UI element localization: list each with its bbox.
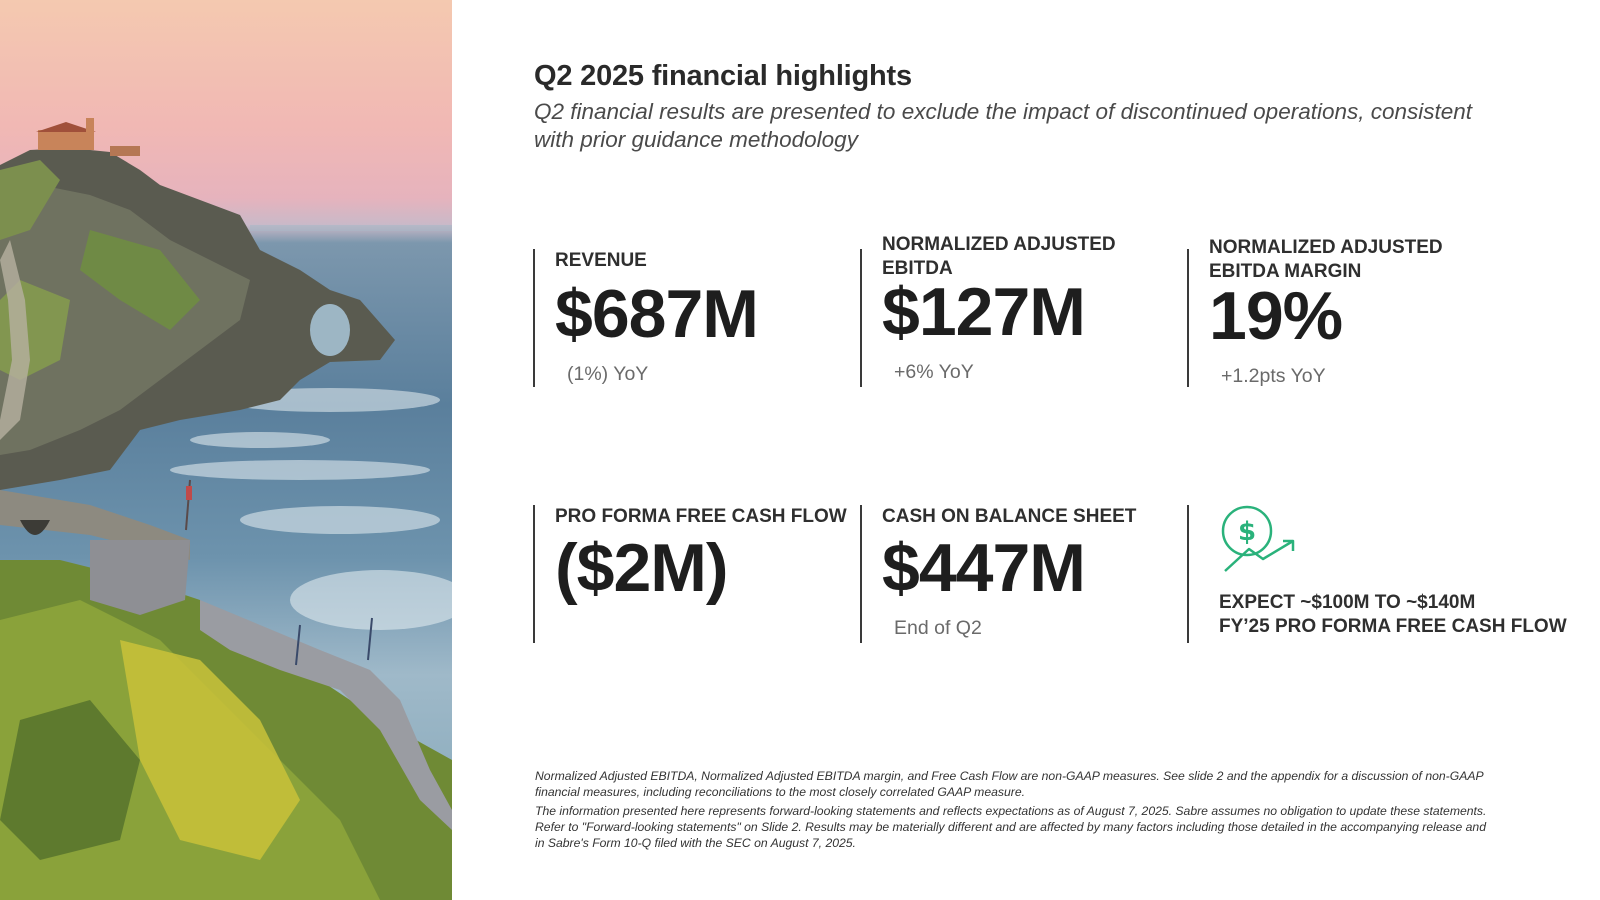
footnote-non-gaap: Normalized Adjusted EBITDA, Normalized A… — [535, 769, 1484, 799]
footnote-forward-looking: The information presented here represent… — [535, 804, 1487, 850]
revenue-yoy: (1%) YoY — [567, 363, 649, 385]
svg-text:$: $ — [1238, 517, 1256, 547]
fcf-guidance: $ EXPECT ~$100M TO ~$140M FY’25 PRO FORM… — [1187, 505, 1577, 643]
fcf-guidance-text: EXPECT ~$100M TO ~$140M FY’25 PRO FORMA … — [1219, 591, 1567, 639]
slide-title: Q2 2025 financial highlights — [534, 60, 912, 92]
cash-balance-note: End of Q2 — [894, 617, 982, 639]
ebitda-margin-metric: NORMALIZED ADJUSTED EBITDA MARGIN 19% +1… — [1187, 237, 1449, 387]
dollar-growth-icon: $ — [1221, 505, 1295, 572]
ebitda-margin-yoy: +1.2pts YoY — [1221, 365, 1326, 387]
ebitda-label: NORMALIZED ADJUSTED EBITDA — [882, 234, 1116, 279]
cash-balance-value: $447M — [882, 530, 1086, 606]
slide-subtitle: Q2 financial results are presented to ex… — [534, 99, 1473, 152]
revenue-metric: REVENUE $687M (1%) YoY — [533, 249, 759, 387]
revenue-label: REVENUE — [555, 250, 647, 271]
ebitda-margin-label: NORMALIZED ADJUSTED EBITDA MARGIN — [1209, 237, 1443, 282]
ebitda-value: $127M — [882, 274, 1086, 350]
cash-balance-label: CASH ON BALANCE SHEET — [882, 506, 1137, 527]
free-cash-flow-value: ($2M) — [555, 530, 729, 606]
ebitda-margin-value: 19% — [1209, 278, 1343, 354]
revenue-value: $687M — [555, 276, 759, 352]
free-cash-flow-metric: PRO FORMA FREE CASH FLOW ($2M) — [533, 505, 847, 643]
free-cash-flow-label: PRO FORMA FREE CASH FLOW — [555, 506, 847, 527]
fcf-guidance-line1: EXPECT ~$100M TO ~$140M — [1219, 592, 1476, 613]
ebitda-metric: NORMALIZED ADJUSTED EBITDA $127M +6% YoY — [860, 234, 1122, 387]
footnotes: Normalized Adjusted EBITDA, Normalized A… — [535, 768, 1495, 854]
fcf-guidance-line2: FY’25 PRO FORMA FREE CASH FLOW — [1219, 616, 1567, 637]
coastal-cliff-photo — [0, 0, 452, 900]
cash-balance-metric: CASH ON BALANCE SHEET $447M End of Q2 — [860, 505, 1136, 643]
coastal-cliff-illustration — [0, 118, 452, 900]
ebitda-yoy: +6% YoY — [894, 361, 974, 383]
